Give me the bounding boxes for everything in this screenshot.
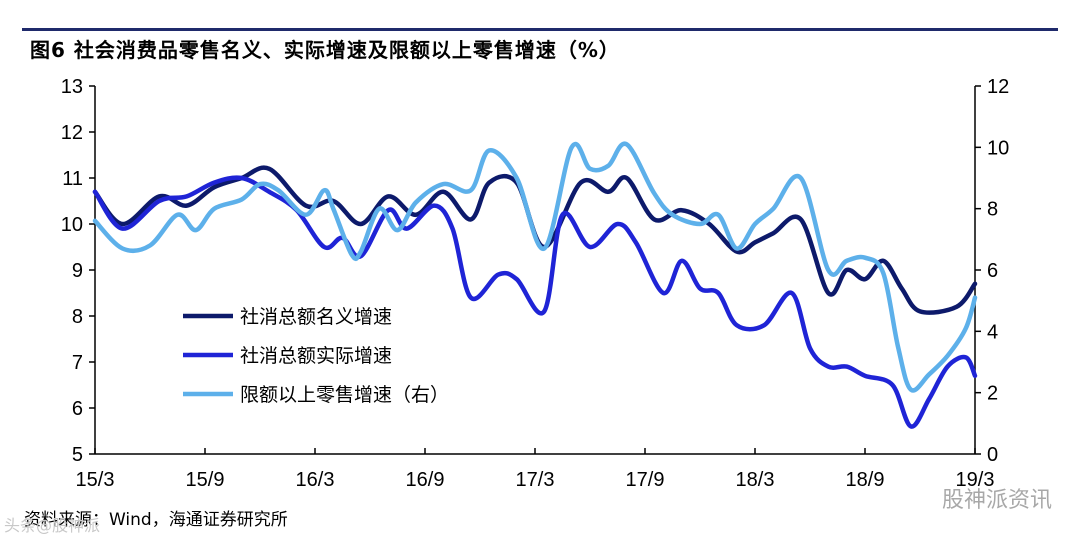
series-nominal-line (92, 165, 978, 315)
y-right-tick-label: 10 (987, 137, 1009, 159)
x-tick-label: 17/3 (516, 469, 555, 491)
x-tick-label: 15/3 (76, 469, 115, 491)
y-left-tick-label: 12 (61, 122, 83, 144)
y-left-tick-label: 11 (62, 168, 83, 190)
x-tick-label: 19/3 (956, 469, 995, 491)
y-left-tick-label: 10 (61, 214, 83, 236)
watermark-text: 股神派资讯 (941, 488, 1052, 513)
y-right-tick-label: 2 (987, 383, 998, 405)
x-tick-label: 16/3 (296, 469, 335, 491)
y-left-tick-label: 9 (72, 260, 83, 282)
x-tick-label: 15/9 (186, 469, 225, 491)
x-tick-label: 18/3 (736, 469, 775, 491)
source-note: 资料来源：Wind，海通证券研究所 (24, 510, 288, 530)
y-right-tick-label: 8 (987, 199, 998, 221)
y-right-tick-label: 4 (987, 321, 998, 343)
chart-title: 图6 社会消费品零售名义、实际增速及限额以上零售增速（%） (30, 38, 620, 62)
y-right-tick-label: 0 (987, 444, 998, 466)
title-rule (22, 28, 1058, 31)
y-left-tick-label: 6 (72, 398, 83, 420)
y-left-tick-label: 7 (72, 352, 83, 374)
legend-item-above-quota-label: 限额以上零售增速（右） (240, 384, 449, 406)
series-real-line (92, 175, 978, 429)
y-left-tick-label: 5 (72, 444, 83, 466)
y-left-tick-label: 13 (61, 76, 83, 98)
x-tick-label: 18/9 (846, 469, 885, 491)
watermark-left-text: 头条@股神派 (4, 516, 101, 535)
legend-item-nominal-label: 社消总额名义增速 (240, 306, 392, 328)
y-right-tick-label: 6 (987, 260, 998, 282)
x-tick-label: 17/9 (626, 469, 665, 491)
legend-item-real-label: 社消总额实际增速 (240, 345, 392, 367)
y-left-tick-label: 8 (72, 306, 83, 328)
x-tick-label: 16/9 (406, 469, 445, 491)
series-above-quota-line (92, 141, 978, 393)
y-right-tick-label: 12 (987, 76, 1009, 98)
